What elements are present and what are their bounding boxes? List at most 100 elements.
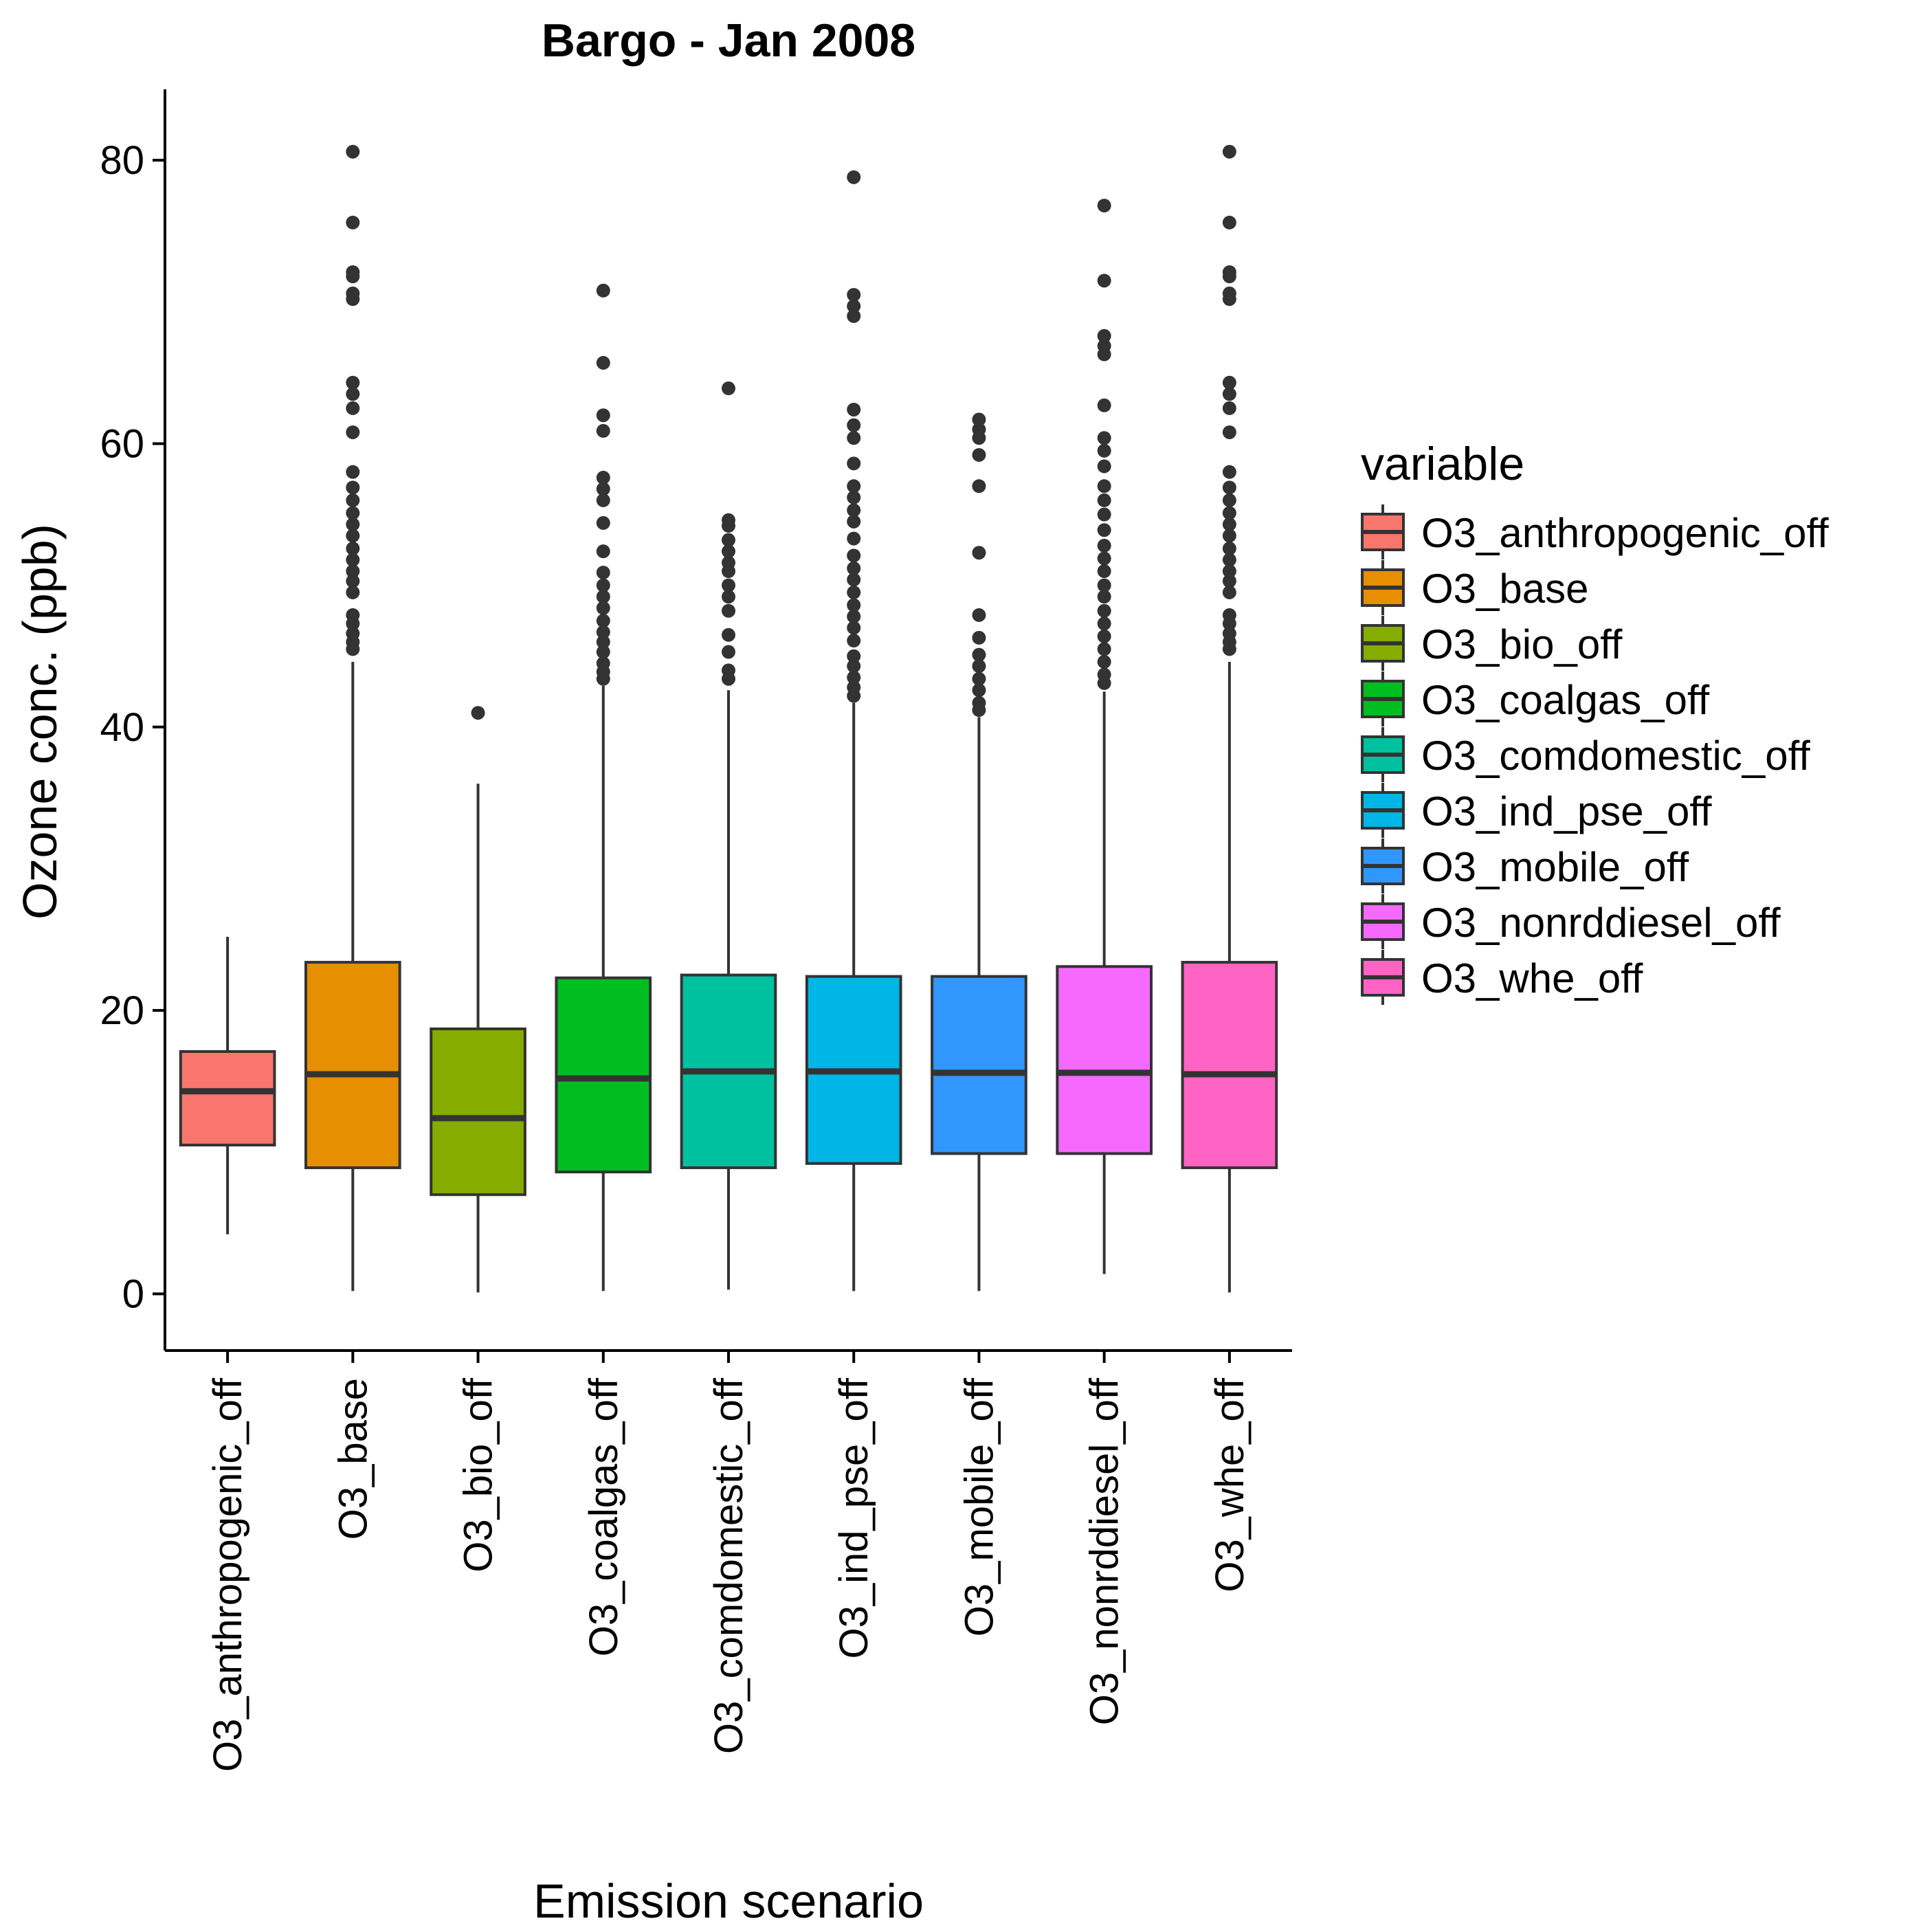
outlier-point bbox=[346, 553, 360, 567]
outlier-point bbox=[1097, 564, 1111, 579]
outlier-point bbox=[1097, 459, 1111, 474]
legend: variable O3_anthropogenic_off O3_base O3_b… bbox=[1361, 438, 1829, 1005]
chart-title: Bargo - Jan 2008 bbox=[542, 14, 915, 67]
outlier-point bbox=[596, 645, 610, 659]
legend-item-O3_base: O3_base bbox=[1361, 560, 1589, 615]
y-tick-label: 40 bbox=[100, 705, 144, 750]
outlier-point bbox=[847, 659, 861, 674]
legend-label: O3_whe_off bbox=[1421, 955, 1643, 1001]
outlier-point bbox=[596, 283, 610, 298]
outlier-point bbox=[1222, 564, 1236, 579]
outlier-point bbox=[596, 423, 610, 438]
outlier-point bbox=[1097, 431, 1111, 445]
outlier-point bbox=[346, 585, 360, 599]
outlier-point bbox=[346, 517, 360, 531]
outlier-point bbox=[972, 447, 986, 462]
box-O3_comdomestic_off bbox=[680, 690, 777, 1290]
outlier-point bbox=[972, 683, 986, 698]
outlier-point bbox=[346, 375, 360, 390]
outlier-point bbox=[596, 408, 610, 423]
outlier-point bbox=[346, 608, 360, 622]
legend-label: O3_ind_pse_off bbox=[1421, 788, 1712, 834]
outlier-point bbox=[346, 265, 360, 279]
outlier-point bbox=[1097, 603, 1111, 618]
outlier-point bbox=[346, 465, 360, 479]
outlier-point bbox=[1222, 542, 1236, 556]
outlier-point bbox=[847, 548, 861, 563]
outlier-point bbox=[972, 422, 986, 436]
outlier-point bbox=[1097, 538, 1111, 553]
legend-label: O3_nonrddiesel_off bbox=[1421, 900, 1781, 946]
y-tick-label: 20 bbox=[100, 988, 144, 1033]
outlier-point bbox=[596, 656, 610, 671]
x-tick-label: O3_mobile_off bbox=[957, 1377, 1001, 1636]
outlier-point bbox=[847, 670, 861, 685]
outlier-point bbox=[596, 590, 610, 604]
outlier-point bbox=[1222, 425, 1236, 439]
outlier-point bbox=[1097, 551, 1111, 566]
legend-label: O3_coalgas_off bbox=[1421, 677, 1710, 723]
x-tick-label: O3_base bbox=[331, 1378, 375, 1540]
legend-label: O3_anthropogenic_off bbox=[1421, 510, 1829, 556]
x-axis-title: Emission scenario bbox=[533, 1874, 924, 1928]
box-body bbox=[430, 1027, 526, 1197]
outlier-point bbox=[1222, 215, 1236, 230]
outlier-point bbox=[722, 533, 735, 547]
legend-item-O3_comdomestic_off: O3_comdomestic_off bbox=[1361, 727, 1810, 782]
legend-title: variable bbox=[1361, 438, 1524, 490]
outlier-point bbox=[722, 645, 735, 659]
outlier-point bbox=[596, 614, 610, 628]
outlier-point bbox=[1097, 329, 1111, 343]
box-body bbox=[1056, 965, 1153, 1155]
outlier-point bbox=[596, 625, 610, 639]
box-series bbox=[179, 661, 1278, 1293]
legend-label: O3_mobile_off bbox=[1421, 844, 1689, 890]
box-body bbox=[931, 975, 1027, 1155]
outlier-point bbox=[972, 479, 986, 493]
outlier-point bbox=[596, 515, 610, 530]
outlier-point bbox=[346, 542, 360, 556]
outlier-point bbox=[722, 628, 735, 642]
outlier-point bbox=[1222, 553, 1236, 567]
outlier-point bbox=[722, 544, 735, 559]
outlier-point bbox=[1097, 398, 1111, 412]
outlier-point bbox=[847, 561, 861, 575]
outlier-point bbox=[847, 287, 861, 302]
outlier-point bbox=[1222, 517, 1236, 531]
outlier-point bbox=[1222, 144, 1236, 159]
outlier-point bbox=[596, 544, 610, 559]
x-tick-label: O3_nonrddiesel_off bbox=[1082, 1377, 1127, 1725]
outlier-point bbox=[1097, 443, 1111, 458]
y-tick-label: 0 bbox=[122, 1272, 144, 1317]
legend-item-O3_ind_pse_off: O3_ind_pse_off bbox=[1361, 783, 1712, 838]
outlier-point bbox=[1222, 574, 1236, 588]
outlier-point bbox=[722, 590, 735, 604]
outlier-point bbox=[847, 490, 861, 504]
box-O3_coalgas_off bbox=[555, 686, 652, 1291]
legend-item-O3_mobile_off: O3_mobile_off bbox=[1361, 839, 1689, 893]
outlier-point bbox=[847, 609, 861, 623]
outlier-point bbox=[346, 529, 360, 543]
outlier-point bbox=[1222, 480, 1236, 495]
box-body bbox=[555, 976, 652, 1174]
outlier-point bbox=[1097, 617, 1111, 631]
outlier-point bbox=[346, 626, 360, 641]
outlier-point bbox=[471, 706, 485, 720]
outlier-point bbox=[346, 286, 360, 300]
outlier-point bbox=[346, 506, 360, 520]
outlier-point bbox=[1097, 274, 1111, 288]
outlier-point bbox=[847, 621, 861, 635]
outlier-point bbox=[1222, 286, 1236, 300]
legend-item-O3_nonrddiesel_off: O3_nonrddiesel_off bbox=[1361, 894, 1781, 949]
outlier-point bbox=[722, 555, 735, 570]
outlier-point bbox=[1097, 667, 1111, 682]
outlier-point bbox=[847, 514, 861, 529]
outlier-point bbox=[722, 381, 735, 396]
box-O3_whe_off bbox=[1181, 661, 1278, 1293]
outlier-point bbox=[1097, 493, 1111, 507]
outlier-point bbox=[1097, 523, 1111, 537]
box-body bbox=[179, 1050, 276, 1147]
outlier-point bbox=[847, 634, 861, 648]
outlier-point bbox=[1097, 507, 1111, 522]
